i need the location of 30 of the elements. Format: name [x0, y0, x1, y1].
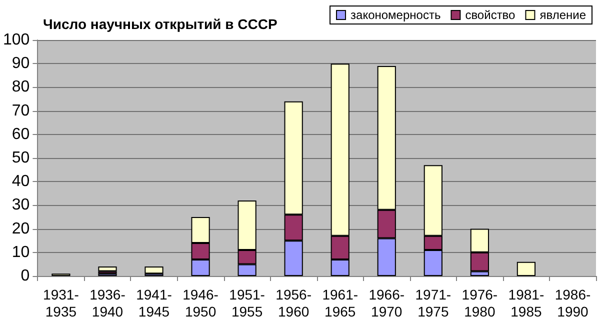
- legend-label: закономерность: [350, 8, 441, 22]
- x-tick-label: 1951- 1955: [229, 286, 266, 320]
- bar: [98, 266, 117, 272]
- x-tick-label: 1971- 1975: [415, 286, 452, 320]
- x-tick-label: 1966- 1970: [368, 286, 405, 320]
- x-tick-label: 1976- 1980: [462, 286, 498, 320]
- x-tick-label: 1931- 1935: [43, 286, 80, 320]
- y-tick-label: 40: [12, 173, 30, 190]
- x-tick-label: 1986- 1990: [554, 286, 591, 320]
- x-tick-label: 1936- 1940: [90, 286, 126, 320]
- y-tick-label: 70: [12, 102, 30, 120]
- legend-label: свойство: [465, 8, 516, 22]
- x-tick-label: 1956- 1960: [276, 286, 312, 320]
- y-tick-label: 30: [12, 196, 30, 214]
- bar: [516, 262, 536, 276]
- y-tick-label: 100: [2, 32, 30, 48]
- y-tick-label: 90: [12, 55, 30, 72]
- x-tick-label: 1981- 1985: [508, 286, 544, 320]
- x-tick-label: 1941- 1945: [136, 286, 172, 320]
- chart-title: Число научных открытий в СССР: [43, 16, 278, 32]
- x-tick-label: 1961- 1965: [322, 286, 358, 320]
- y-tick-label: 0: [20, 268, 30, 284]
- y-tick-label: 20: [12, 220, 30, 238]
- y-tick-label: 50: [12, 150, 30, 166]
- y-tick-label: 80: [12, 78, 30, 96]
- bar: [144, 266, 164, 274]
- y-tick-label: 60: [12, 126, 30, 143]
- y-tick-label: 10: [12, 244, 30, 261]
- legend-label: явление: [540, 8, 586, 22]
- x-tick-label: 1946- 1950: [182, 286, 219, 320]
